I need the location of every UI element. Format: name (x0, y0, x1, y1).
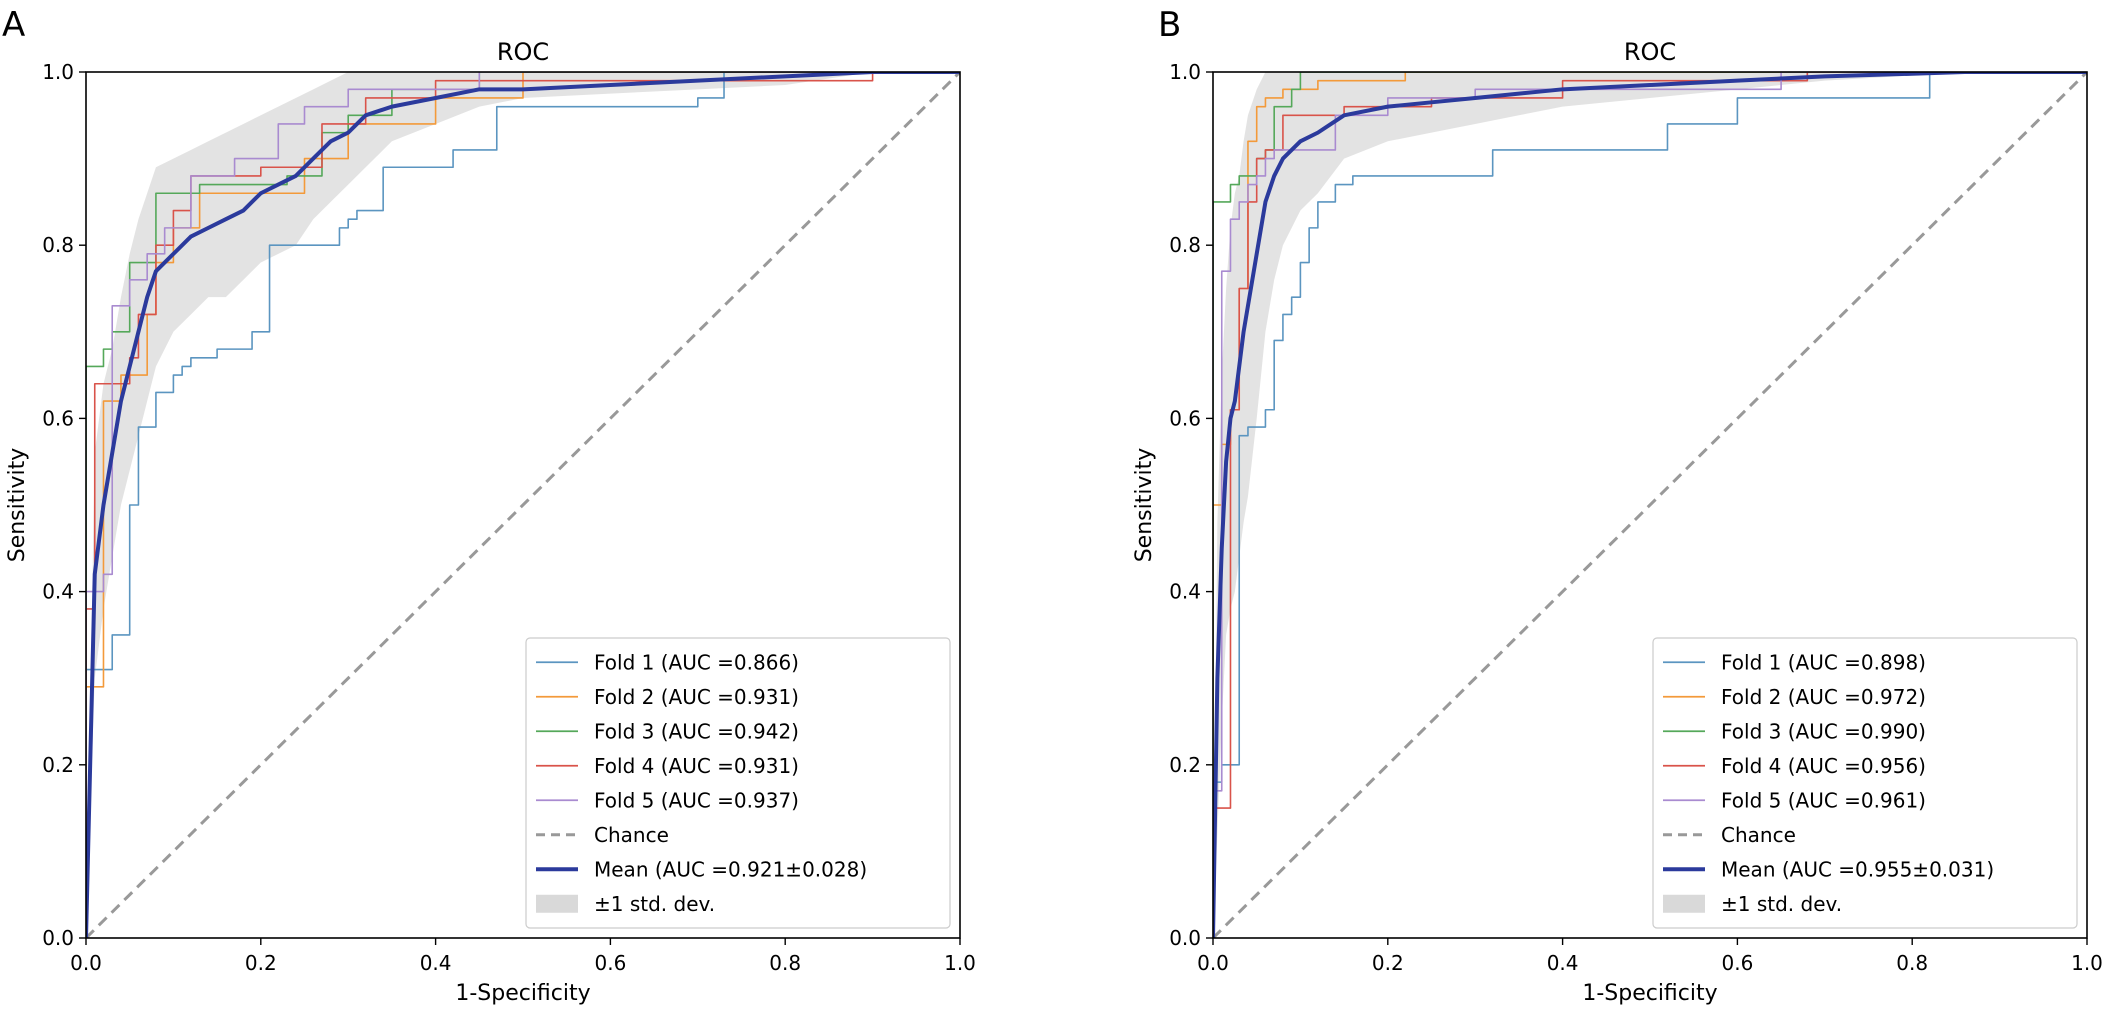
std-dev-band (1213, 72, 2087, 938)
y-axis-label: Sensitivity (1132, 448, 1157, 563)
panel-label: A (2, 5, 25, 45)
plot-area (86, 72, 960, 938)
chance-line (86, 72, 960, 938)
fold-1-roc-line (86, 72, 960, 938)
x-tick-label: 0.4 (1547, 951, 1579, 975)
legend-entry-label: Chance (594, 823, 669, 847)
y-tick-label: 0.6 (42, 406, 74, 430)
legend-box (525, 637, 951, 929)
y-tick-label: 0.8 (42, 233, 74, 257)
y-tick-label: 0.6 (1169, 406, 1201, 430)
legend-entry-label: Fold 1 (AUC =0.866) (594, 650, 799, 674)
legend-entry-label: Mean (AUC =0.955±0.031) (1721, 857, 1994, 881)
y-tick-label: 0.0 (1169, 926, 1201, 950)
legend-entry-label: Fold 3 (AUC =0.990) (1721, 719, 1926, 743)
legend-entry-label: Fold 2 (AUC =0.972) (1721, 685, 1926, 709)
x-tick-label: 1.0 (2071, 951, 2103, 975)
roc-panel-a: A ROC 0.0 0.2 0.4 0.6 0.8 1.0 0.0 0.2 0.4 0.6 0.8 1.0… (2, 5, 976, 1006)
x-tick-label: 0.6 (594, 951, 626, 975)
panel-label: B (1158, 5, 1181, 45)
y-tick-label: 0.2 (42, 753, 74, 777)
legend-swatch-std-dev (536, 894, 578, 913)
legend-entry-label: Fold 3 (AUC =0.942) (594, 719, 799, 743)
fold-5-roc-line (86, 72, 960, 938)
chart-title: ROC (1624, 38, 1676, 66)
y-tick-label: 0.2 (1169, 753, 1201, 777)
plot-area (1213, 72, 2087, 938)
fold-1-roc-line (1213, 72, 2087, 938)
y-tick-label: 0.8 (1169, 233, 1201, 257)
x-tick-label: 0.0 (1197, 951, 1229, 975)
axes-frame (1212, 71, 2088, 939)
x-tick-label: 0.2 (245, 951, 277, 975)
legend: Fold 1 (AUC =0.866) Fold 2 (AUC =0.931) Fo… (525, 637, 951, 929)
legend-swatch-std-dev (1663, 894, 1705, 913)
y-tick-label: 0.4 (1169, 580, 1201, 604)
x-tick-label: 0.2 (1372, 951, 1404, 975)
legend-entry-label: Chance (1721, 823, 1796, 847)
chart-title: ROC (497, 38, 549, 66)
legend-entry-label: Fold 4 (AUC =0.931) (594, 754, 799, 778)
x-axis-label: 1-Specificity (1582, 981, 1717, 1006)
legend-entry-label: Fold 5 (AUC =0.937) (594, 788, 799, 812)
legend-entry-label: Mean (AUC =0.921±0.028) (594, 857, 867, 881)
std-dev-band (86, 72, 960, 938)
y-tick-label: 0.4 (42, 580, 74, 604)
legend: Fold 1 (AUC =0.898) Fold 2 (AUC =0.972) Fo… (1652, 637, 2078, 929)
mean-roc-line (86, 72, 960, 938)
x-tick-label: 0.8 (769, 951, 801, 975)
x-tick-label: 0.0 (70, 951, 102, 975)
roc-panel-b: B ROC 0.0 0.2 0.4 0.6 0.8 1.0 0.0 0.2 0.4 0.6 0.8 1.0… (1132, 5, 2103, 1006)
mean-roc-line (1213, 72, 2087, 938)
legend-box (1652, 637, 2078, 929)
legend-entry-label: Fold 4 (AUC =0.956) (1721, 754, 1926, 778)
x-axis-label: 1-Specificity (455, 981, 590, 1006)
fold-2-roc-line (1213, 72, 2087, 938)
legend-entry-label: ±1 std. dev. (594, 892, 715, 916)
x-tick-label: 0.4 (420, 951, 452, 975)
legend-entry-label: Fold 5 (AUC =0.961) (1721, 788, 1926, 812)
y-axis-label: Sensitivity (5, 448, 30, 563)
x-tick-label: 1.0 (944, 951, 976, 975)
chance-line (1213, 72, 2087, 938)
y-tick-label: 1.0 (1169, 60, 1201, 84)
legend-entry-label: Fold 1 (AUC =0.898) (1721, 650, 1926, 674)
legend-entry-label: Fold 2 (AUC =0.931) (594, 685, 799, 709)
x-tick-label: 0.8 (1896, 951, 1928, 975)
axes-frame (85, 71, 961, 939)
y-tick-label: 1.0 (42, 60, 74, 84)
fold-4-roc-line (1213, 72, 2087, 938)
legend-entry-label: ±1 std. dev. (1721, 892, 1842, 916)
y-tick-label: 0.0 (42, 926, 74, 950)
x-tick-label: 0.6 (1721, 951, 1753, 975)
